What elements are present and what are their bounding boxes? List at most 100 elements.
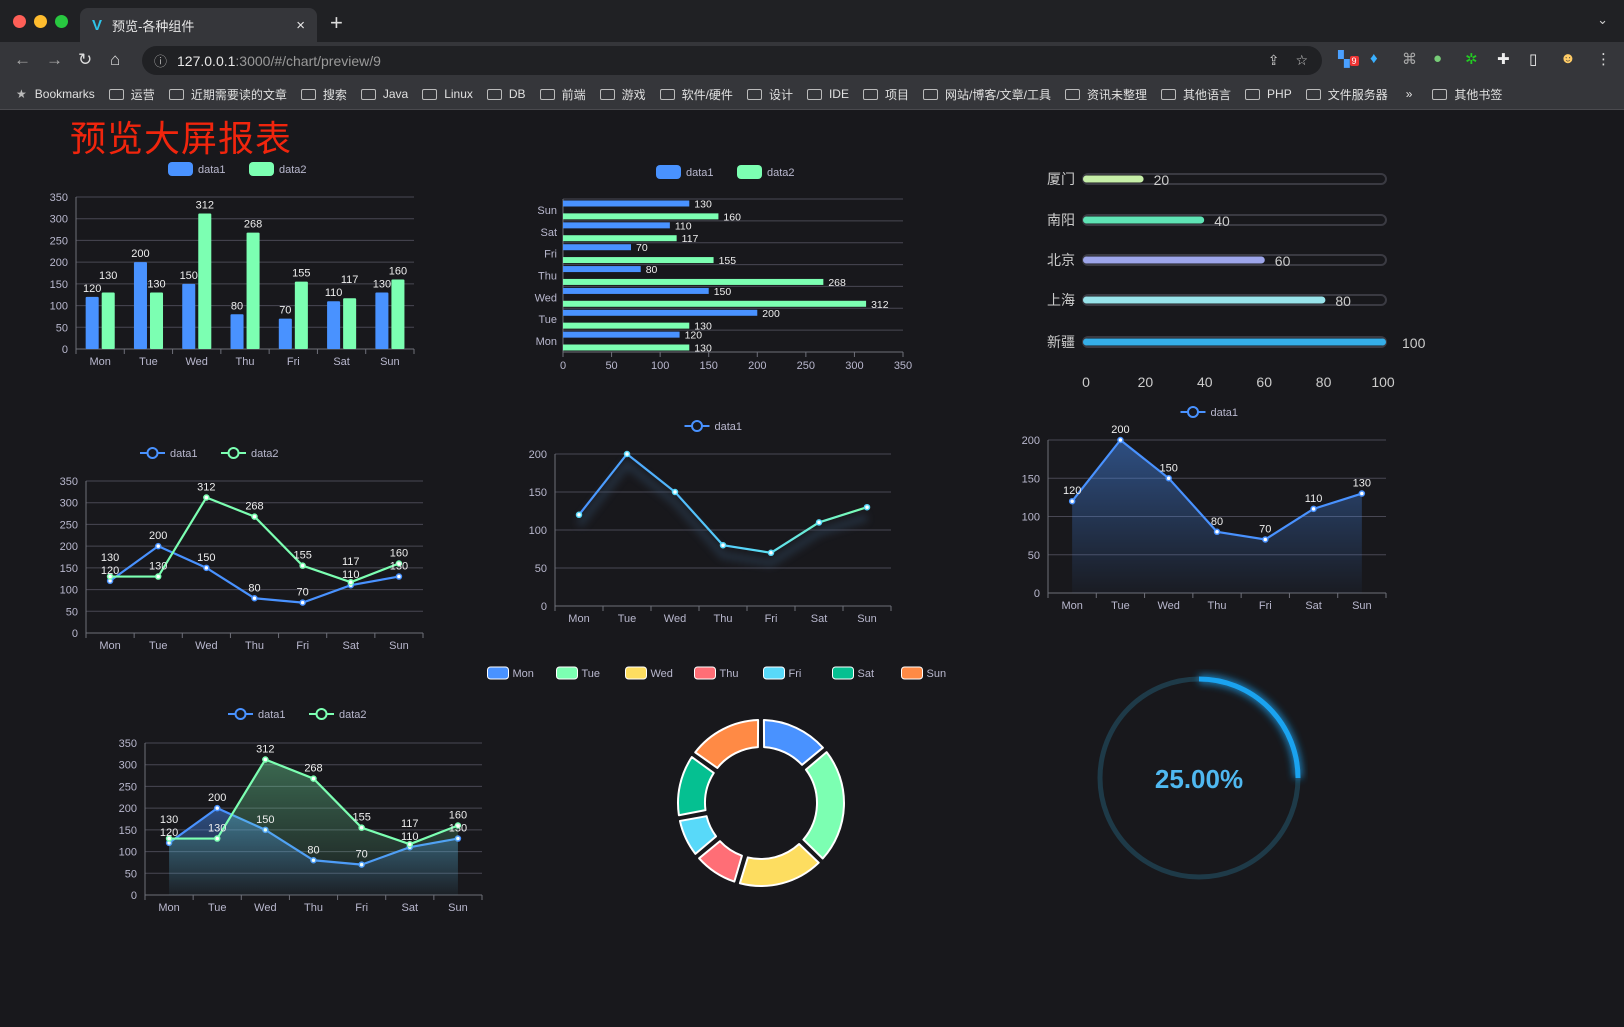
circle-extension-icon[interactable]: ●: [1433, 50, 1443, 67]
browser-toolbar: ← → ↻ ⌂ ⓘ 127.0.0.1 :3000/#/chart/previe…: [0, 42, 1624, 79]
point-data-label: 117: [342, 556, 360, 568]
bar-data-label: 150: [714, 286, 732, 298]
home-icon[interactable]: ⌂: [110, 50, 121, 69]
bookmark-folder[interactable]: 运营: [108, 86, 155, 103]
point-data-label: 150: [256, 814, 274, 826]
x-tick-label: Mon: [99, 640, 120, 652]
bookmark-folder[interactable]: 软件/硬件: [659, 86, 733, 103]
bookmark-folder[interactable]: 设计: [746, 86, 793, 103]
reload-icon[interactable]: ↻: [78, 50, 93, 69]
x-tick-label: Sat: [1305, 600, 1322, 612]
bookmark-folder[interactable]: 搜索: [300, 86, 347, 103]
legend-label: data2: [279, 164, 307, 176]
donut-slice-Thu: [698, 840, 743, 883]
tab-close-icon[interactable]: ×: [296, 16, 305, 34]
bookmark-folder[interactable]: 网站/博客/文章/工具: [922, 86, 1051, 103]
tab-search-chevron-icon[interactable]: ⌄: [1597, 12, 1608, 27]
bookmark-folder[interactable]: 其他语言: [1161, 86, 1231, 103]
new-tab-button[interactable]: +: [330, 10, 343, 35]
back-icon[interactable]: ←: [14, 50, 31, 69]
profile-avatar[interactable]: ☻: [1560, 50, 1576, 67]
bookmark-folder[interactable]: DB: [486, 87, 526, 101]
line-point: [347, 578, 355, 586]
bookmark-folder[interactable]: 文件服务器: [1305, 86, 1388, 103]
bookmark-folder[interactable]: IDE: [806, 87, 849, 101]
bookmark-label: DB: [508, 87, 526, 101]
command-extension-icon[interactable]: ⌘: [1402, 51, 1417, 68]
x-tick-label: Wed: [254, 902, 276, 914]
bar-data1: [563, 287, 709, 294]
legend-swatch: [901, 666, 923, 680]
folder-icon: [599, 88, 615, 100]
bar-data-label: 268: [828, 277, 846, 289]
browser-tab[interactable]: V 预览-各种组件 ×: [80, 8, 317, 42]
extension-icon[interactable]: ▚ 9: [1338, 51, 1359, 68]
bar-data2: [563, 344, 690, 351]
point-data-label: 117: [401, 818, 419, 830]
share-icon[interactable]: ⇪: [1267, 52, 1280, 68]
bookmark-folder[interactable]: Linux: [422, 87, 473, 101]
y-tick-label: 200: [50, 257, 68, 269]
bookmark-folder[interactable]: 近期需要读的文章: [168, 86, 287, 103]
bookmark-star-icon[interactable]: ☆: [1295, 52, 1308, 68]
legend-swatch: [625, 666, 647, 680]
bar-data-label: 130: [99, 270, 117, 282]
y-tick-label: 250: [119, 781, 137, 793]
other-bookmarks-folder[interactable]: 其他书签: [1432, 86, 1502, 103]
x-tick-label: Tue: [149, 640, 168, 652]
progress-category-label: 上海: [1047, 292, 1075, 308]
x-tick-label: 350: [894, 360, 912, 372]
bar-data2: [563, 278, 824, 285]
bar-data1: [327, 301, 341, 349]
bar-data-label: 110: [675, 220, 692, 232]
area-fill-data1: [1072, 440, 1362, 593]
point-data-label: 155: [352, 812, 370, 824]
menu-kebab-icon[interactable]: ⋮: [1596, 51, 1611, 68]
side-panel-icon[interactable]: ▯: [1529, 51, 1538, 68]
y-tick-label: 0: [541, 601, 547, 613]
folder-icon: [1161, 88, 1177, 100]
bookmark-folder[interactable]: Java: [360, 87, 408, 101]
x-tick-label: Mon: [1061, 600, 1082, 612]
gem-extension-icon[interactable]: ♦: [1370, 50, 1378, 67]
bookmark-folder[interactable]: PHP: [1245, 87, 1292, 101]
legend-label: Thu: [720, 668, 739, 680]
legend-label: data1: [198, 164, 226, 176]
forward-icon[interactable]: →: [46, 50, 63, 69]
x-tick-label: 60: [1256, 374, 1272, 390]
bookmark-folder[interactable]: 游戏: [599, 86, 646, 103]
line-point: [251, 513, 258, 520]
x-tick-label: Wed: [195, 640, 217, 652]
bar-data-label: 130: [373, 279, 391, 291]
bookmarks-item[interactable]: ★ Bookmarks: [16, 87, 95, 101]
bar-data-label: 117: [341, 274, 359, 286]
bookmark-folder[interactable]: 项目: [862, 86, 909, 103]
site-info-icon[interactable]: ⓘ: [154, 54, 168, 69]
minimize-window-button[interactable]: [34, 15, 47, 28]
maximize-window-button[interactable]: [55, 15, 68, 28]
legend-label: data2: [339, 709, 367, 721]
folder-icon: [360, 88, 376, 100]
y-tick-label: Sat: [540, 227, 557, 239]
star-extension-icon[interactable]: ✲: [1465, 51, 1478, 68]
bookmarks-overflow-button[interactable]: »: [1405, 87, 1413, 101]
bookmark-folder[interactable]: 前端: [539, 86, 586, 103]
area-fill-data2: [169, 759, 458, 895]
y-tick-label: 150: [60, 563, 78, 575]
window-controls: [13, 15, 68, 28]
x-tick-label: Fri: [287, 356, 300, 368]
bookmark-label: Bookmarks: [34, 87, 95, 101]
address-bar[interactable]: ⓘ 127.0.0.1 :3000/#/chart/preview/9 ⇪ ☆: [142, 46, 1322, 75]
x-tick-label: Mon: [158, 902, 179, 914]
y-tick-label: 100: [50, 301, 68, 313]
line-point: [310, 775, 317, 782]
close-window-button[interactable]: [13, 15, 26, 28]
puzzle-extensions-icon[interactable]: ✚: [1497, 51, 1510, 68]
line-point: [203, 494, 210, 501]
progress-fill: [1083, 216, 1205, 224]
legend-marker-icon: [315, 708, 328, 720]
bookmark-folder[interactable]: 资讯未整理: [1065, 86, 1147, 103]
donut-slice-Sun: [694, 719, 760, 769]
y-tick-label: 100: [529, 525, 547, 537]
